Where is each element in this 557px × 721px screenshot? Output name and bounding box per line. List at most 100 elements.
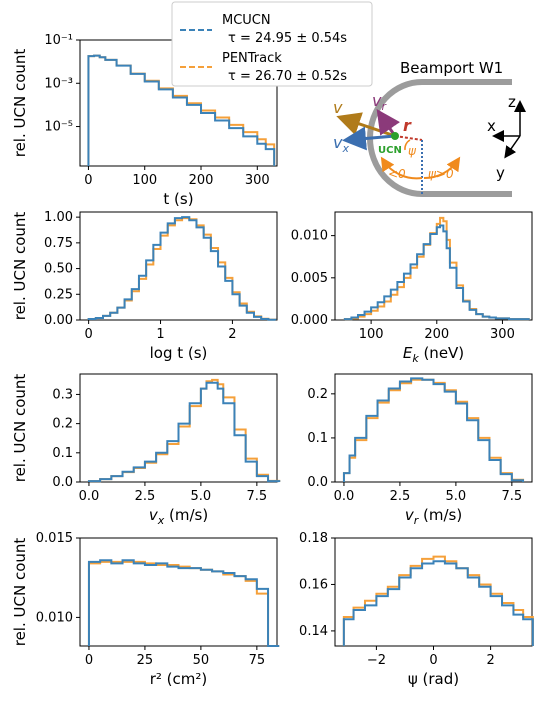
x-axis-label: Ek (neV) xyxy=(403,344,464,365)
x-tick-label: 0 xyxy=(85,653,93,668)
x-tick-label: 75 xyxy=(249,653,266,668)
x-tick-label: 7.5 xyxy=(502,489,523,504)
y-tick-label: 0.3 xyxy=(52,387,73,402)
label-ucn: UCN xyxy=(378,145,402,156)
psi-arc-neg xyxy=(380,156,423,180)
plot-frame xyxy=(79,211,278,321)
y-tick-label: 0.25 xyxy=(44,287,73,302)
chart-vx: 0.0 2.5 5.0 7.5 0.0 0.1 0.2 0.3 vx (m/s) rel. UCN… xyxy=(11,373,281,527)
label-psi: ψ xyxy=(408,144,417,158)
series-mcucn xyxy=(87,381,281,483)
x-tick-label: 5.0 xyxy=(191,489,212,504)
ucn-dot xyxy=(391,132,399,140)
chart-psi: −2 0 2 0.14 0.16 0.18 ψ (rad) xyxy=(299,531,534,688)
series-mcucn xyxy=(87,559,280,647)
series-pentrack xyxy=(342,378,525,482)
x-tick-label: 0.0 xyxy=(79,489,100,504)
series-mcucn xyxy=(87,216,277,321)
x-tick-label: 0.0 xyxy=(334,489,355,504)
plot-frame xyxy=(334,211,533,321)
legend: MCUCN τ = 24.95 ± 0.54s PENTrack τ = 26.… xyxy=(171,1,373,87)
x-tick-label: 0 xyxy=(429,653,437,668)
x-tick-label: 2.5 xyxy=(390,489,411,504)
label-x: x xyxy=(487,117,496,135)
x-tick-label: 1 xyxy=(156,327,164,342)
psi-arc-pos xyxy=(423,156,461,180)
plot-frame xyxy=(334,537,533,647)
x-axis-label: log t (s) xyxy=(150,344,208,362)
chart-ek: 100 200 300 0.000 0.005 0.010 Ek (neV) xyxy=(291,211,533,365)
psi-arc-small xyxy=(404,139,411,151)
legend-tau-pentrack: τ = 26.70 ± 0.52s xyxy=(228,69,347,84)
y-tick-label: 0.2 xyxy=(307,387,328,402)
x-tick-label: 2 xyxy=(486,653,494,668)
legend-label-pentrack: PENTrack xyxy=(222,51,282,66)
x-axis-label: t (s) xyxy=(163,190,193,208)
y-axis-label: rel. UCN count xyxy=(11,538,29,647)
y-tick-label: 0.1 xyxy=(52,446,73,461)
axis-y xyxy=(504,135,521,159)
legend-box xyxy=(171,1,373,87)
plot-frame xyxy=(79,537,278,647)
y-axis-label: rel. UCN count xyxy=(11,212,29,321)
label-z: z xyxy=(508,93,516,111)
label-r: r xyxy=(403,116,412,135)
legend-label-mcucn: MCUCN xyxy=(222,13,271,28)
y-tick-label: 0.010 xyxy=(36,610,73,625)
beamport-inset: Beamport W1 v vr vx r ψ UCN <0 ψ>0 z x y xyxy=(333,59,526,197)
x-axis-label: vx (m/s) xyxy=(149,506,208,527)
label-vx: vx xyxy=(333,133,349,155)
y-tick-label: 0.005 xyxy=(291,271,328,286)
series-mcucn xyxy=(342,377,525,482)
y-tick-label: 0.1 xyxy=(307,431,328,446)
chart-t: 0 100 200 300 10⁻¹ 10⁻³ 10⁻⁵ t (s) rel. UCN coun… xyxy=(11,33,278,208)
chart-vr: 0.0 2.5 5.0 7.5 0.0 0.1 0.2 vr (m/s) xyxy=(307,373,533,527)
y-tick-label: 1.00 xyxy=(44,210,73,225)
x-tick-label: 2 xyxy=(228,327,236,342)
series-mcucn xyxy=(342,560,534,646)
x-axis-label: ψ (rad) xyxy=(408,670,459,688)
series-mcucn xyxy=(87,54,276,166)
series-pentrack xyxy=(87,378,281,483)
vr-arrow xyxy=(376,109,401,137)
series-pentrack xyxy=(87,560,280,647)
beamport-title: Beamport W1 xyxy=(400,59,503,77)
x-tick-label: 5.0 xyxy=(446,489,467,504)
y-tick-label: 0.2 xyxy=(52,417,73,432)
x-axis-label: r² (cm²) xyxy=(150,670,208,688)
plot-frame xyxy=(79,373,278,483)
x-tick-label: 100 xyxy=(359,327,384,342)
label-y: y xyxy=(496,164,505,182)
x-tick-label: 0 xyxy=(84,173,92,188)
legend-tau-mcucn: τ = 24.95 ± 0.54s xyxy=(228,31,347,46)
x-tick-label: 25 xyxy=(137,653,154,668)
y-tick-label: 0.015 xyxy=(36,531,73,546)
y-tick-label: 10⁻⁵ xyxy=(44,120,73,135)
y-axis-label: rel. UCN count xyxy=(11,49,29,158)
y-tick-label: 0.0 xyxy=(52,475,73,490)
label-psi-neg: <0 xyxy=(388,167,406,181)
y-tick-label: 0.14 xyxy=(299,624,328,639)
x-tick-label: 200 xyxy=(189,173,214,188)
series-mcucn xyxy=(343,224,530,321)
y-tick-label: 0.18 xyxy=(299,531,328,546)
x-tick-label: 100 xyxy=(132,173,157,188)
y-tick-label: 0.000 xyxy=(291,313,328,328)
x-tick-label: 2.5 xyxy=(135,489,156,504)
label-v: v xyxy=(333,98,343,117)
series-pentrack xyxy=(342,555,534,646)
y-tick-label: 0.50 xyxy=(44,262,73,277)
y-tick-label: 0.010 xyxy=(291,229,328,244)
y-tick-label: 10⁻³ xyxy=(44,76,73,91)
x-tick-label: 0 xyxy=(84,327,92,342)
y-axis-label: rel. UCN count xyxy=(11,374,29,483)
label-psi-pos: ψ>0 xyxy=(428,167,454,181)
x-tick-label: 300 xyxy=(245,173,270,188)
y-tick-label: 0.00 xyxy=(44,313,73,328)
y-tick-label: 0.16 xyxy=(299,577,328,592)
r-vector xyxy=(394,135,423,141)
x-tick-label: −2 xyxy=(367,653,386,668)
chart-r2: 0 25 50 75 0.010 0.015 r² (cm²) rel. UCN count xyxy=(11,531,280,688)
x-tick-label: 7.5 xyxy=(247,489,268,504)
